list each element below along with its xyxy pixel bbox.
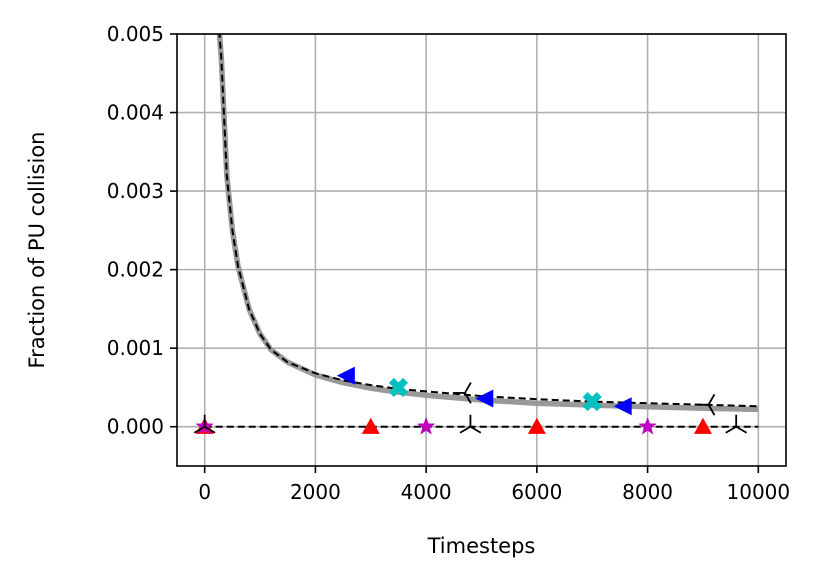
- star-marker: [416, 416, 436, 435]
- tri-down-marker: [193, 414, 216, 434]
- x-tick-label: 6000: [511, 480, 562, 504]
- tri-down-marker: [459, 414, 482, 434]
- triangle-left-marker: [336, 366, 355, 385]
- x-tick-label: 10000: [727, 480, 791, 504]
- x-filled-marker: [388, 377, 409, 398]
- y-tick-label: 0.000: [107, 415, 164, 439]
- tri-left-marker: [452, 382, 472, 404]
- y-tick-label: 0.001: [107, 336, 164, 360]
- marker-layer: [193, 366, 748, 435]
- gray-curve-line: [216, 34, 759, 413]
- y-tick-label: 0.003: [107, 179, 164, 203]
- y-axis-label: Fraction of PU collision: [25, 132, 49, 369]
- tri-down-arm: [725, 425, 737, 434]
- series-layer: [204, 34, 759, 428]
- x-tick-label: 2000: [290, 480, 341, 504]
- x-tick-label: 0: [198, 480, 211, 504]
- triangle-up-marker: [527, 417, 546, 434]
- tri-down-arm: [193, 425, 206, 434]
- triangle-up-marker: [361, 417, 380, 434]
- tri-down-marker: [725, 414, 748, 434]
- ticks: 0 2000 4000 6000 8000 10000 0.000 0.001 0.002 0.0…: [107, 22, 790, 504]
- y-tick-label: 0.002: [107, 258, 164, 282]
- tri-left-arm: [707, 393, 716, 406]
- x-tick-label: 4000: [401, 480, 452, 504]
- x-axis-label: Timesteps: [427, 534, 536, 558]
- plot-frame: [176, 33, 787, 467]
- tri-left-marker: [696, 393, 716, 416]
- tri-down-arm: [459, 425, 471, 434]
- star-marker: [638, 416, 657, 435]
- dashed-line: [218, 34, 759, 408]
- y-tick-label: 0.005: [107, 22, 164, 46]
- tri-left-arm: [707, 404, 716, 416]
- y-tick-label: 0.004: [107, 101, 164, 125]
- triangle-up-marker: [693, 417, 712, 434]
- tri-down-arm: [204, 425, 216, 434]
- triangle-left-marker: [475, 389, 494, 408]
- x-filled-marker-bar: [582, 392, 602, 412]
- x-tick-label: 8000: [622, 480, 673, 504]
- tri-left-arm: [464, 392, 472, 404]
- x-filled-marker: [582, 392, 602, 412]
- tri-down-arm: [469, 425, 482, 434]
- tri-down-arm: [735, 425, 748, 434]
- triangle-left-marker: [613, 397, 632, 416]
- x-filled-marker-bar: [388, 377, 409, 398]
- tri-left-arm: [464, 382, 472, 394]
